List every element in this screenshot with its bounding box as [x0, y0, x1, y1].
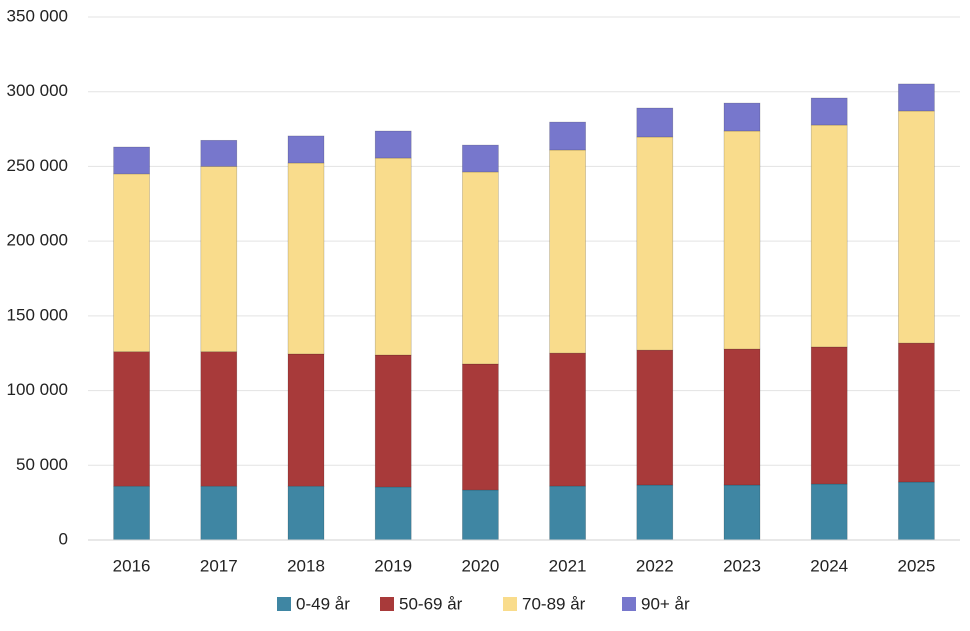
bar-segment: [810, 124, 848, 348]
x-tick-label: 2016: [113, 556, 151, 575]
bar-segment: [462, 144, 499, 173]
legend-label: 50-69 år: [399, 594, 463, 613]
bar-segment: [810, 346, 848, 485]
bar-segment: [723, 102, 761, 132]
x-tick-label: 2025: [897, 556, 935, 575]
x-tick-label: 2018: [287, 556, 325, 575]
x-tick-label: 2022: [636, 556, 674, 575]
bar-segment: [636, 484, 674, 541]
legend-swatch: [277, 597, 291, 611]
bar-segment: [549, 485, 586, 541]
bar-segment: [374, 354, 412, 488]
bar-segment: [723, 484, 761, 541]
y-tick-label: 100 000: [7, 380, 68, 399]
bar-segment: [636, 107, 674, 138]
bar-segment: [723, 130, 761, 350]
x-tick-label: 2019: [374, 556, 412, 575]
bar-segment: [113, 173, 150, 353]
bar-segment: [723, 348, 761, 486]
bar-segment: [462, 489, 499, 541]
bar-segment: [287, 135, 325, 164]
x-tick-label: 2024: [810, 556, 848, 575]
bar-segment: [898, 83, 935, 112]
legend-label: 90+ år: [641, 594, 690, 613]
y-tick-label: 350 000: [7, 6, 68, 25]
y-tick-label: 200 000: [7, 231, 68, 250]
bar-segment: [549, 121, 586, 151]
bar-segment: [200, 351, 238, 487]
bar-segment: [636, 136, 674, 351]
bar-segment: [200, 139, 238, 167]
legend-label: 0-49 år: [296, 594, 350, 613]
x-tick-label: 2021: [549, 556, 587, 575]
x-tick-label: 2023: [723, 556, 761, 575]
bar-segment: [549, 149, 586, 354]
bar-segment: [462, 363, 499, 491]
legend-swatch: [622, 597, 636, 611]
bar-segment: [287, 162, 325, 355]
y-tick-label: 250 000: [7, 156, 68, 175]
x-tick-label: 2020: [461, 556, 499, 575]
bar-segment: [549, 352, 586, 487]
bar-segment: [810, 483, 848, 541]
bar-segment: [113, 485, 150, 541]
y-tick-label: 0: [59, 529, 68, 548]
bar-segment: [898, 342, 935, 483]
bar-segment: [113, 351, 150, 487]
legend-swatch: [503, 597, 517, 611]
bar-segment: [898, 481, 935, 541]
bar-segment: [374, 157, 412, 356]
bar-segment: [200, 166, 238, 353]
bar-segment: [287, 485, 325, 541]
bar-segment: [810, 97, 848, 126]
bar-segment: [374, 130, 412, 159]
legend-swatch: [380, 597, 394, 611]
bar-segment: [374, 486, 412, 541]
y-tick-label: 150 000: [7, 305, 68, 324]
bar-segment: [636, 349, 674, 486]
bar-segment: [462, 171, 499, 365]
y-tick-label: 50 000: [16, 455, 68, 474]
bar-segment: [200, 485, 238, 541]
bar-segment: [287, 353, 325, 487]
bar-segment: [898, 110, 935, 344]
y-tick-label: 300 000: [7, 81, 68, 100]
bar-segment: [113, 146, 150, 175]
x-tick-label: 2017: [200, 556, 238, 575]
legend-label: 70-89 år: [522, 594, 586, 613]
